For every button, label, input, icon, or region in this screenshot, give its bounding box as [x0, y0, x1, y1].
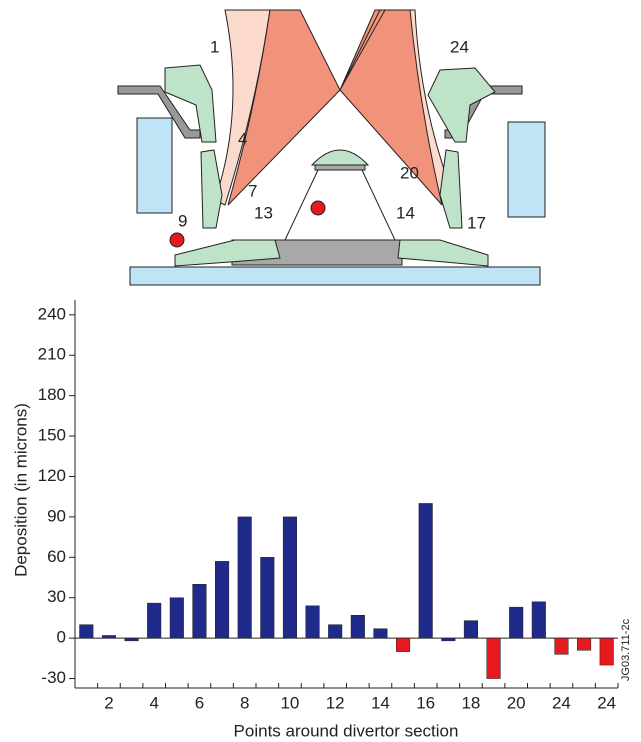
y-tick-label: 150 — [38, 426, 66, 445]
diagram-label: 20 — [400, 163, 419, 182]
bar — [509, 606, 524, 639]
bar — [101, 635, 116, 639]
bar — [328, 624, 343, 639]
x-tick-label: 10 — [280, 693, 299, 712]
diagram-label: 7 — [248, 181, 257, 200]
bar — [463, 620, 478, 639]
diagram-labels: 1 4 7 9 13 24 20 14 17 — [178, 37, 486, 232]
plasma-leg — [339, 9, 443, 206]
support — [117, 85, 201, 139]
x-axis-label: Points around divertor section — [234, 721, 459, 740]
y-tick-label: -30 — [41, 668, 66, 687]
x-tick-label: 8 — [240, 693, 249, 712]
y-tick-label: 120 — [38, 466, 66, 485]
x-tick-label: 4 — [149, 693, 158, 712]
bar — [79, 624, 94, 639]
bar — [305, 605, 320, 639]
divertor-diagram — [117, 9, 546, 286]
sample-point — [169, 232, 185, 248]
diagram-label: 4 — [238, 129, 247, 148]
tile — [164, 64, 217, 143]
x-tick-label: 20 — [507, 693, 526, 712]
dome-leg — [284, 169, 396, 241]
coil — [507, 121, 546, 218]
tile — [174, 239, 281, 267]
tile — [200, 149, 223, 229]
tile — [427, 67, 496, 143]
bar — [577, 637, 592, 651]
bar — [486, 637, 501, 679]
bar — [441, 637, 456, 642]
bar — [192, 584, 207, 639]
y-tick-label: 60 — [47, 547, 66, 566]
x-tick-label: 24 — [552, 693, 571, 712]
figure-code: JG03.711-2c — [620, 618, 632, 681]
bar — [147, 602, 162, 639]
diagram-label: 24 — [450, 37, 469, 56]
bar — [260, 557, 275, 639]
diagram-label: 9 — [178, 211, 187, 230]
sample-point — [310, 200, 326, 216]
bar — [554, 637, 569, 655]
x-tick-label: 24 — [597, 693, 616, 712]
y-tick-label: 180 — [38, 385, 66, 404]
dome — [310, 149, 370, 166]
bar — [531, 601, 546, 639]
x-tick-label: 14 — [371, 693, 390, 712]
diagram-label: 14 — [396, 203, 415, 222]
bar — [599, 637, 614, 666]
bar — [418, 503, 433, 639]
bar — [373, 628, 388, 639]
bar — [282, 516, 297, 639]
dome-plate — [314, 164, 366, 171]
bar — [169, 597, 184, 639]
bar — [350, 615, 365, 639]
bar — [237, 516, 252, 639]
bar — [124, 637, 139, 642]
tile — [397, 239, 489, 267]
y-tick-label: 90 — [47, 506, 66, 525]
bar — [396, 637, 411, 652]
y-tick-label: 30 — [47, 587, 66, 606]
coil — [136, 117, 173, 214]
x-tick-label: 2 — [104, 693, 113, 712]
base-plate — [129, 266, 541, 286]
x-tick-label: 16 — [416, 693, 435, 712]
diagram-label: 13 — [254, 203, 273, 222]
plasma-leg — [227, 9, 341, 206]
diagram-label: 1 — [210, 37, 219, 56]
bar — [215, 561, 230, 639]
x-tick-label: 6 — [195, 693, 204, 712]
y-axis-label: Deposition (in microns) — [11, 403, 30, 577]
y-tick-label: 210 — [38, 345, 66, 364]
tile — [439, 149, 463, 229]
x-tick-label: 18 — [461, 693, 480, 712]
diagram-label: 17 — [467, 213, 486, 232]
y-tick-label: 240 — [38, 304, 66, 323]
y-tick-label: 0 — [57, 628, 66, 647]
x-tick-label: 12 — [326, 693, 345, 712]
